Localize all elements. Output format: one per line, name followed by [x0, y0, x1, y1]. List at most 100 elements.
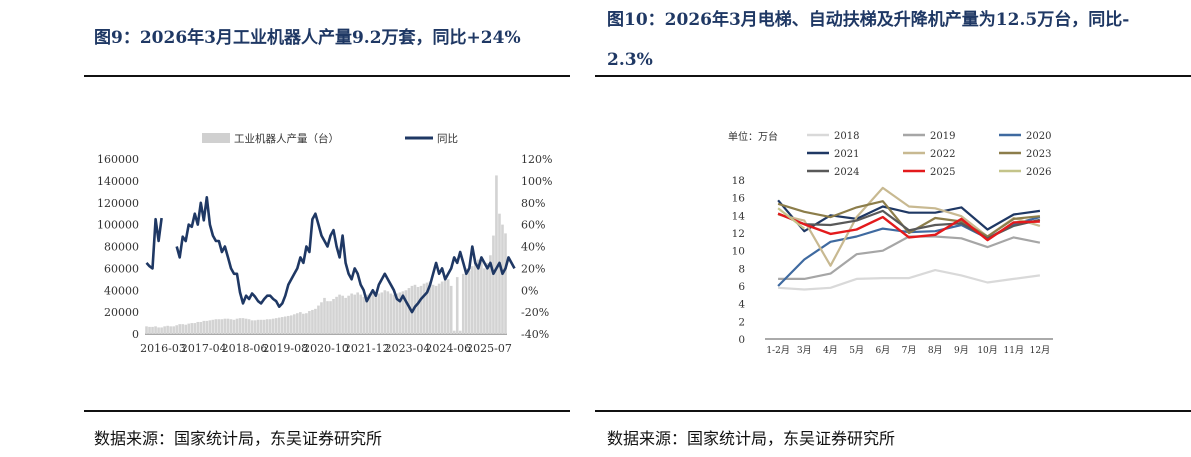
y-right-tick-label: 80% — [521, 197, 545, 210]
bar-robot-production — [211, 319, 215, 334]
bar-robot-production — [350, 293, 353, 334]
x-tick-label: 2019-08 — [262, 342, 308, 355]
x-tick-label: 2021-12 — [344, 342, 390, 355]
right-figure-panel: 图10：2026年3月电梯、自动扶梯及升降机产量为12.5万台，同比- 2.3%… — [595, 0, 1191, 457]
bar-robot-production — [268, 319, 272, 334]
bar-robot-production — [422, 283, 426, 334]
legend-label-2024: 2024 — [834, 167, 859, 178]
source-note: 数据来源：国家统计局，东吴证券研究所 — [607, 429, 896, 448]
bar-robot-production — [181, 324, 185, 334]
legend-label-2025: 2025 — [930, 167, 955, 178]
left-figure-panel: 图9：2026年3月工业机器人产量9.2万套，同比+24% 0 20000 4000… — [0, 0, 580, 457]
bar-robot-production — [193, 323, 197, 334]
bar-robot-production — [154, 326, 157, 334]
legend-label-2018: 2018 — [834, 131, 859, 142]
x-tick-label: 10月 — [977, 345, 997, 356]
series-line-2018 — [778, 269, 1041, 291]
bar-robot-production — [235, 318, 239, 334]
bar-robot-production — [477, 259, 480, 334]
bar-robot-production — [389, 293, 393, 334]
source-rule — [84, 410, 570, 412]
bar-robot-production — [461, 273, 465, 334]
x-tick-label: 5月 — [849, 345, 864, 356]
x-tick-label: 8月 — [928, 345, 943, 356]
y-tick-label: 10 — [732, 246, 745, 258]
y-tick-label: 18 — [732, 175, 745, 187]
bar-robot-production — [395, 293, 399, 334]
bar-robot-production — [332, 299, 335, 334]
bar-robot-production — [419, 285, 423, 334]
bar-robot-production — [223, 318, 227, 334]
legend-label-2021: 2021 — [834, 149, 859, 160]
bar-robot-production — [425, 282, 429, 334]
bar-robot-production — [353, 294, 356, 334]
legend-bar-swatch — [202, 133, 230, 143]
y-tick-label: 12 — [732, 228, 745, 240]
bar-robot-production — [371, 292, 375, 334]
series-line-2025 — [777, 212, 1040, 242]
bar-robot-production — [458, 330, 462, 334]
y-right-tick-label: -20% — [521, 306, 549, 319]
bar-robot-production — [208, 320, 212, 334]
bar-robot-production — [271, 318, 275, 334]
legend-label-2026: 2026 — [1026, 167, 1051, 178]
series-line-2021 — [777, 199, 1041, 233]
robot-production-chart: 0 20000 40000 60000 80000 100000 120000 140000 1… — [97, 132, 552, 355]
bar-robot-production — [335, 296, 338, 334]
figure-10-title-line1: 图10：2026年3月电梯、自动扶梯及升降机产量为12.5万台，同比- — [607, 10, 1130, 30]
bar-robot-production — [220, 319, 224, 334]
bar-robot-production — [160, 327, 163, 334]
source-note: 数据来源：国家统计局，东吴证券研究所 — [94, 429, 383, 448]
y-tick-label: 8 — [738, 263, 745, 275]
x-tick-label: 2025-07 — [466, 342, 512, 355]
bar-robot-production — [241, 318, 245, 334]
bar-robot-production — [314, 308, 317, 334]
y-left-tick-label: 120000 — [97, 197, 139, 210]
line-yoy — [145, 196, 516, 314]
unit-label: 单位：万台 — [728, 130, 778, 143]
bar-robot-production — [326, 301, 329, 334]
bar-robot-production — [175, 325, 178, 334]
bar-robot-production — [404, 290, 408, 334]
bar-robot-production — [486, 262, 489, 334]
bar-robot-production — [229, 319, 233, 334]
y-right-tick-label: 60% — [521, 219, 545, 232]
bar-robot-production — [280, 317, 284, 334]
bar-robot-production — [498, 213, 501, 334]
bar-robot-production — [501, 224, 504, 334]
bar-robot-production — [308, 311, 311, 334]
bar-robot-production — [311, 309, 314, 334]
bar-robot-production — [274, 318, 278, 334]
bar-robot-production — [446, 279, 450, 334]
bar-robot-production — [467, 270, 471, 334]
bar-robot-production — [277, 317, 281, 334]
x-tick-label: 11月 — [1004, 345, 1024, 356]
legend-line-label: 同比 — [437, 132, 458, 145]
bar-robot-production — [434, 285, 438, 334]
legend-label-2022: 2022 — [930, 149, 955, 160]
x-tick-label: 12月 — [1030, 345, 1050, 356]
x-tick-label: 2018-06 — [222, 342, 268, 355]
bar-robot-production — [386, 291, 390, 334]
y-left-tick-label: 80000 — [104, 241, 139, 254]
bar-robot-production — [190, 323, 194, 334]
y-tick-label: 2 — [738, 316, 745, 328]
y-left-tick-label: 0 — [132, 328, 139, 341]
bar-robot-production — [383, 290, 387, 334]
bar-robot-production — [455, 277, 459, 334]
bar-robot-production — [398, 292, 402, 334]
y-tick-label: 4 — [738, 299, 745, 311]
bar-robot-production — [296, 313, 299, 334]
bar-robot-production — [380, 292, 384, 334]
bar-robot-production — [151, 326, 154, 334]
series-line-2026 — [777, 207, 805, 230]
bar-robot-production — [259, 319, 263, 334]
bar-robot-production — [362, 296, 366, 334]
bar-robot-production — [492, 235, 495, 334]
bar-robot-production — [217, 319, 221, 334]
figure-9-title: 图9：2026年3月工业机器人产量9.2万套，同比+24% — [94, 28, 521, 48]
bar-robot-production — [169, 326, 172, 334]
y-left-tick-label: 160000 — [97, 153, 139, 166]
bar-robot-production — [172, 326, 175, 334]
